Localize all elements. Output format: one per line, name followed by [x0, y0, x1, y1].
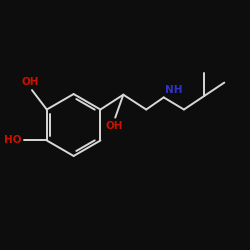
- Text: NH: NH: [165, 85, 182, 95]
- Text: OH: OH: [22, 77, 40, 87]
- Text: OH: OH: [105, 121, 123, 131]
- Text: HO: HO: [4, 135, 22, 145]
